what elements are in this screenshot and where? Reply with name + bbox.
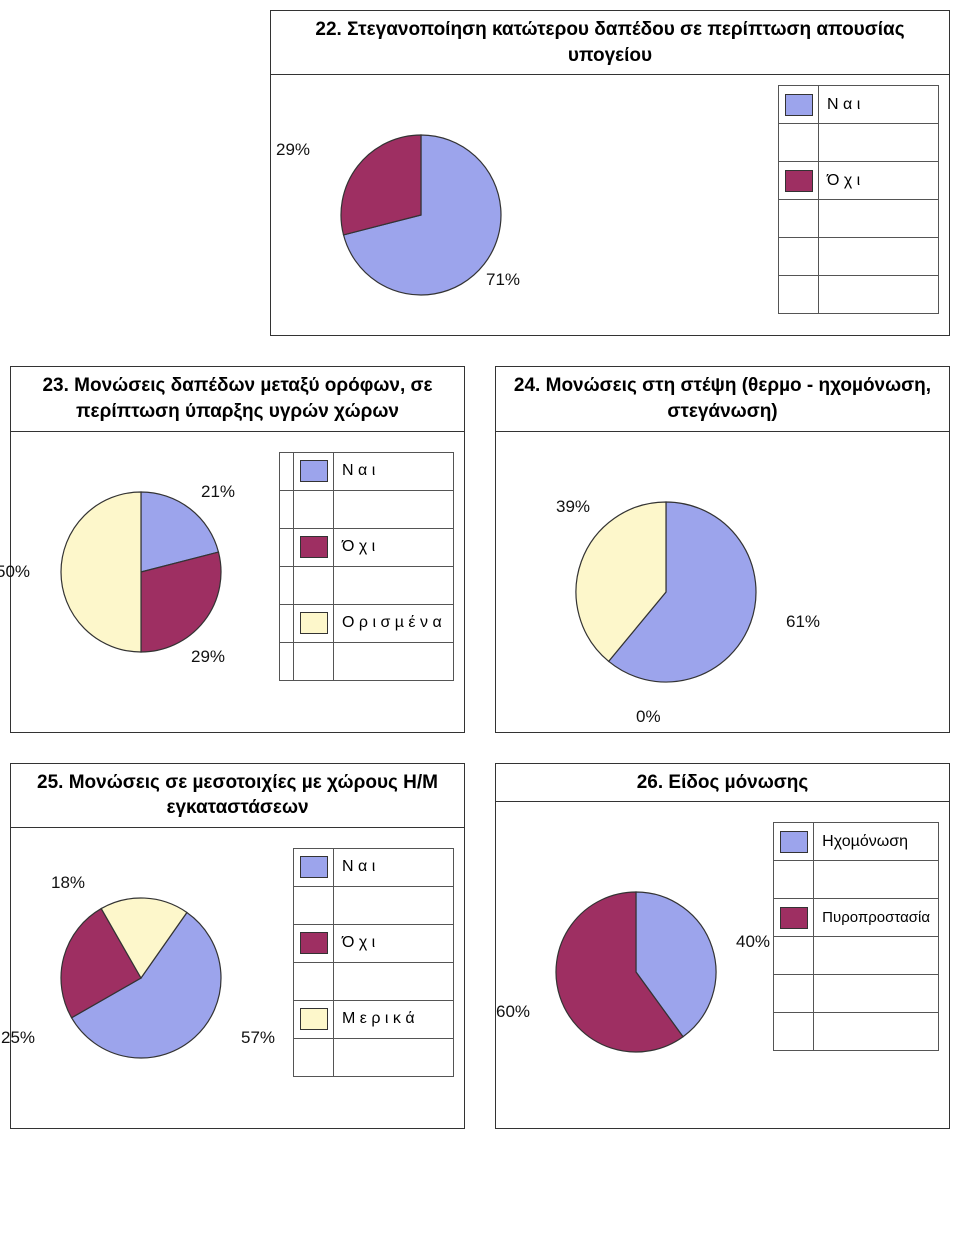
- panel-23-body: 21% 29% 50% Ν α ι Ό χ ι Ο ρ ι σ µ έ ν α: [11, 432, 464, 732]
- chart-24: 61% 0% 39%: [556, 482, 776, 702]
- chart-26: 40% 60%: [536, 872, 736, 1072]
- swatch-25-oxi: [300, 932, 328, 954]
- pct-22-nai: 71%: [486, 270, 520, 290]
- panel-22: 22. Στεγανοποίηση κατώτερου δαπέδου σε π…: [270, 10, 950, 336]
- panel-26-title: 26. Είδος µόνωσης: [496, 764, 949, 803]
- pct-23-oris: 50%: [0, 562, 30, 582]
- swatch-26-pyro: [780, 907, 808, 929]
- legend-26-pyro: Πυροπροστασία: [814, 899, 939, 937]
- panel-25-body: 57% 25% 18% Ν α ι Ό χ ι Μ ε ρ ι κ ά: [11, 828, 464, 1128]
- swatch-22-nai: [785, 94, 813, 116]
- pct-26-40: 40%: [736, 932, 770, 952]
- chart-25: 57% 25% 18%: [41, 878, 241, 1078]
- pct-23-nai: 21%: [201, 482, 235, 502]
- pct-23-oxi: 29%: [191, 647, 225, 667]
- swatch-23-oxi: [300, 536, 328, 558]
- legend-25-nai: Ν α ι: [334, 848, 454, 886]
- pct-24-0: 0%: [636, 707, 661, 727]
- legend-25: Ν α ι Ό χ ι Μ ε ρ ι κ ά: [293, 848, 454, 1077]
- pie-slice: [61, 492, 141, 652]
- pct-25-nai: 57%: [241, 1028, 275, 1048]
- legend-22-oxi: Ό χ ι: [819, 162, 939, 200]
- legend-23-oris: Ο ρ ι σ µ έ ν α: [334, 604, 454, 642]
- panel-23: 23. Μονώσεις δαπέδων µεταξύ ορόφων, σε π…: [10, 366, 465, 732]
- panel-24: 24. Μονώσεις στη στέψη (θερµο - ηχοµόνωσ…: [495, 366, 950, 732]
- legend-22-nai: Ν α ι: [819, 86, 939, 124]
- legend-23-nai: Ν α ι: [334, 452, 454, 490]
- pie-25-svg: [41, 878, 241, 1078]
- legend-26: Ηχοµόνωση Πυροπροστασία: [773, 822, 939, 1051]
- chart-23: 21% 29% 50%: [41, 472, 241, 672]
- panel-24-title: 24. Μονώσεις στη στέψη (θερµο - ηχοµόνωσ…: [496, 367, 949, 431]
- legend-26-ixo: Ηχοµόνωση: [814, 823, 939, 861]
- pie-23-svg: [41, 472, 241, 672]
- panel-25: 25. Μονώσεις σε µεσοτοιχίες µε χώρους Η/…: [10, 763, 465, 1129]
- legend-22: Ν α ι Ό χ ι: [778, 85, 939, 314]
- pct-24-61: 61%: [786, 612, 820, 632]
- panel-22-title: 22. Στεγανοποίηση κατώτερου δαπέδου σε π…: [271, 11, 949, 75]
- swatch-26-ixo: [780, 831, 808, 853]
- panel-23-title: 23. Μονώσεις δαπέδων µεταξύ ορόφων, σε π…: [11, 367, 464, 431]
- pct-22-oxi: 29%: [276, 140, 310, 160]
- swatch-25-mer: [300, 1008, 328, 1030]
- swatch-25-nai: [300, 856, 328, 878]
- panel-26: 26. Είδος µόνωσης 40% 60% Ηχοµόνωση Πυρο…: [495, 763, 950, 1129]
- panel-22-body: 29% 71% Ν α ι Ό χ ι: [271, 75, 949, 335]
- legend-23-oxi: Ό χ ι: [334, 528, 454, 566]
- pct-25-oxi: 25%: [1, 1028, 35, 1048]
- swatch-23-oris: [300, 612, 328, 634]
- pct-24-39: 39%: [556, 497, 590, 517]
- panel-24-body: 61% 0% 39%: [496, 432, 949, 732]
- pie-26-svg: [536, 872, 736, 1072]
- legend-23: Ν α ι Ό χ ι Ο ρ ι σ µ έ ν α: [279, 452, 454, 681]
- chart-22: 29% 71%: [321, 115, 521, 315]
- pct-26-60: 60%: [496, 1002, 530, 1022]
- pct-25-mer: 18%: [51, 873, 85, 893]
- panel-25-title: 25. Μονώσεις σε µεσοτοιχίες µε χώρους Η/…: [11, 764, 464, 828]
- legend-25-mer: Μ ε ρ ι κ ά: [334, 1000, 454, 1038]
- swatch-23-nai: [300, 460, 328, 482]
- legend-25-oxi: Ό χ ι: [334, 924, 454, 962]
- panel-26-body: 40% 60% Ηχοµόνωση Πυροπροστασία: [496, 802, 949, 1102]
- swatch-22-oxi: [785, 170, 813, 192]
